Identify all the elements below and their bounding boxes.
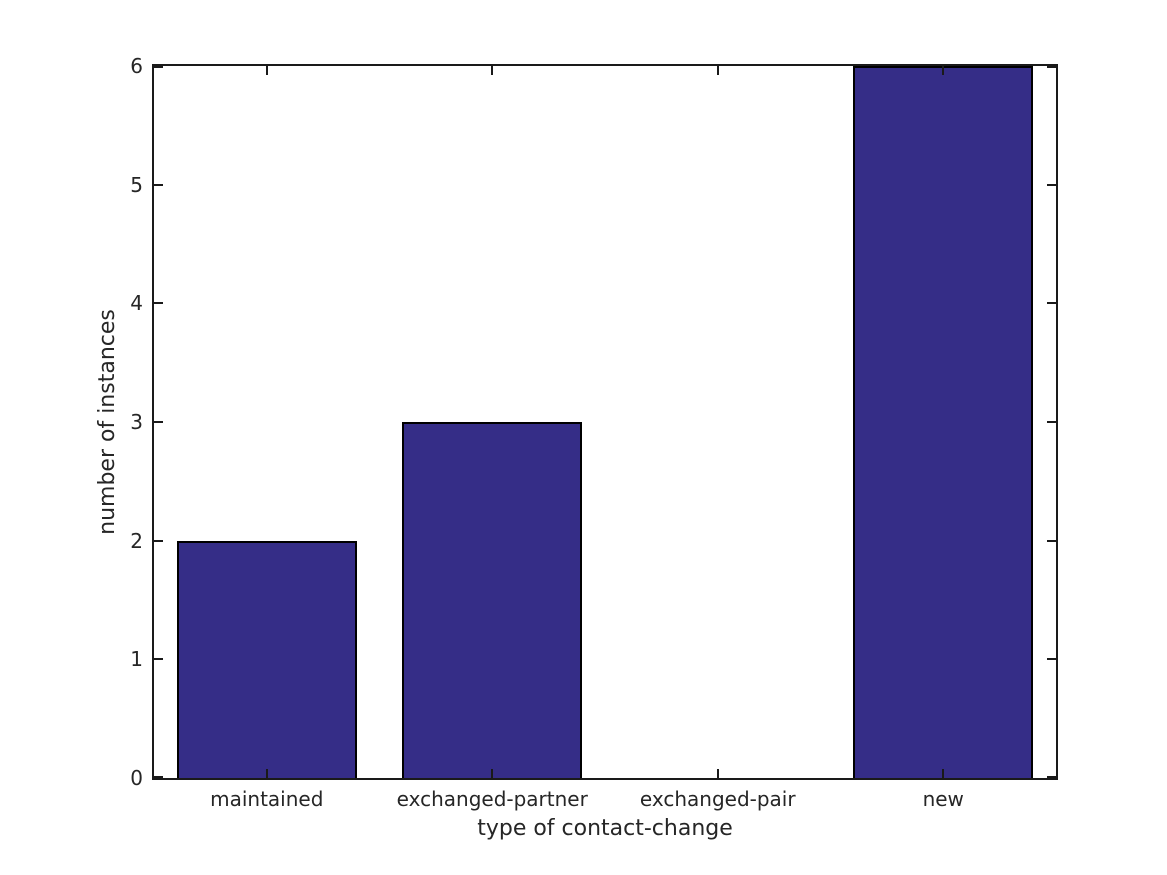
x-tick-top-maintained <box>265 66 268 75</box>
y-tick-left-5 <box>154 183 163 186</box>
x-tick-top-new <box>942 66 945 75</box>
y-tick-left-0 <box>154 776 163 778</box>
y-tick-label-0: 0 <box>130 766 143 790</box>
x-tick-top-exchanged-pair <box>716 66 719 75</box>
bar-exchanged-partner <box>402 422 583 778</box>
bar-new <box>853 66 1034 778</box>
y-tick-right-2 <box>1047 539 1056 542</box>
x-tick-label-exchanged-partner: exchanged-partner <box>396 787 588 811</box>
x-tick-label-exchanged-pair: exchanged-pair <box>639 787 796 811</box>
y-tick-left-3 <box>154 421 163 423</box>
y-tick-label-1: 1 <box>130 647 143 672</box>
y-tick-right-1 <box>1047 658 1056 661</box>
x-tick-bottom-new <box>942 769 945 778</box>
y-tick-label-5: 5 <box>130 172 143 197</box>
y-tick-label-2: 2 <box>130 528 143 553</box>
bar-maintained <box>176 541 357 778</box>
x-tick-bottom-exchanged-pair <box>716 769 719 778</box>
y-tick-right-6 <box>1047 66 1056 68</box>
y-tick-right-5 <box>1047 183 1056 186</box>
x-tick-label-new: new <box>922 787 964 811</box>
y-tick-left-6 <box>154 66 163 68</box>
x-tick-bottom-exchanged-partner <box>491 769 494 778</box>
plot-area <box>152 64 1058 780</box>
y-tick-right-4 <box>1047 302 1056 305</box>
y-tick-label-4: 4 <box>130 291 143 316</box>
y-tick-left-1 <box>154 658 163 661</box>
y-tick-left-4 <box>154 302 163 305</box>
x-tick-label-maintained: maintained <box>210 787 324 811</box>
x-axis-label: type of contact-change <box>477 816 733 841</box>
x-tick-bottom-maintained <box>265 769 268 778</box>
x-tick-top-exchanged-partner <box>491 66 494 75</box>
y-tick-right-0 <box>1047 776 1056 778</box>
y-tick-label-6: 6 <box>130 54 143 78</box>
y-tick-right-3 <box>1047 421 1056 423</box>
y-tick-left-2 <box>154 539 163 542</box>
y-tick-label-3: 3 <box>130 410 143 434</box>
